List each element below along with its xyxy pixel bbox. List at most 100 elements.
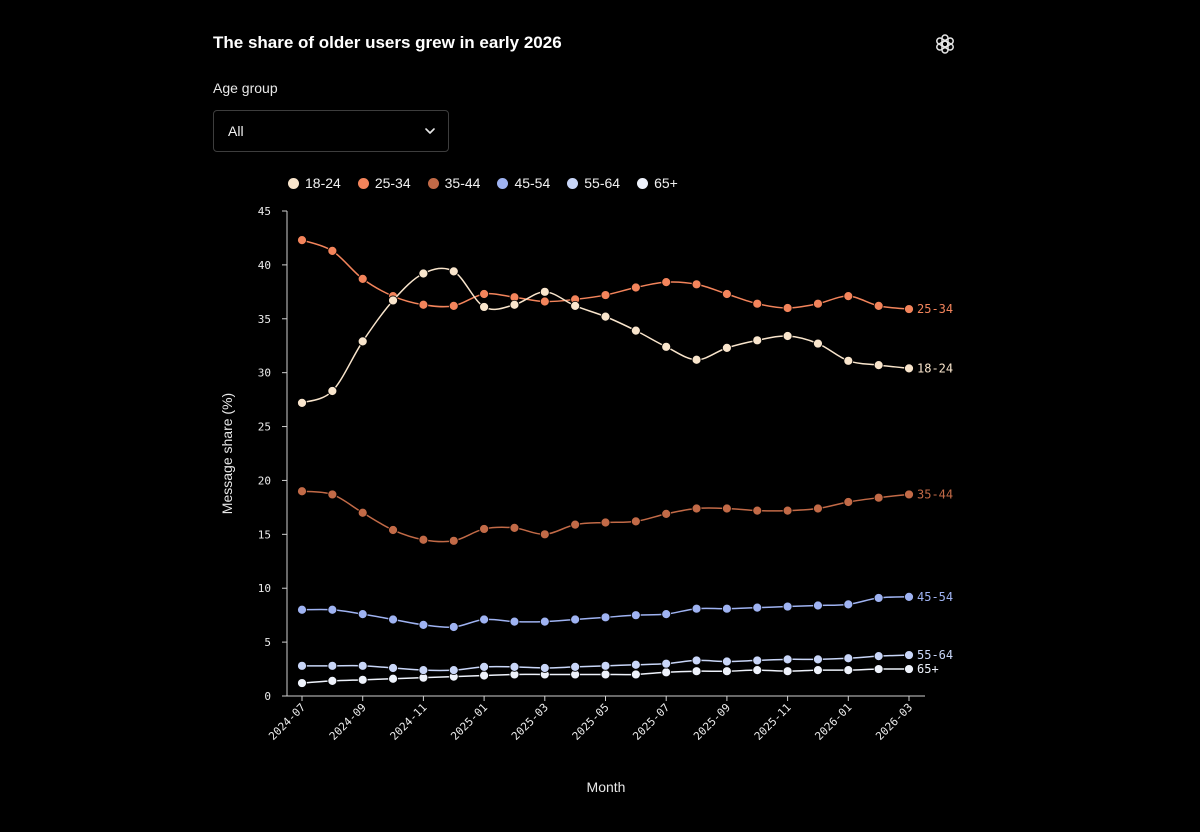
legend-item-18-24[interactable]: 18-24 [288, 175, 341, 191]
data-point-25-34[interactable] [327, 245, 338, 256]
data-point-45-54[interactable] [661, 609, 672, 619]
data-point-55-64[interactable] [388, 663, 398, 673]
data-point-55-64[interactable] [418, 665, 429, 676]
data-point-65plus[interactable] [752, 665, 763, 676]
data-point-65plus[interactable] [813, 665, 823, 676]
data-point-65plus[interactable] [843, 665, 854, 676]
data-point-45-54[interactable] [813, 600, 823, 611]
data-point-25-34[interactable] [661, 277, 672, 288]
data-point-35-44[interactable] [843, 497, 854, 507]
data-point-18-24[interactable] [539, 286, 550, 297]
data-point-25-34[interactable] [691, 279, 702, 290]
data-point-25-34[interactable] [418, 299, 429, 310]
data-point-35-44[interactable] [722, 503, 732, 514]
data-point-25-34[interactable] [843, 291, 854, 302]
data-point-65plus[interactable] [479, 670, 490, 681]
data-point-25-34[interactable] [904, 304, 914, 314]
data-point-18-24[interactable] [388, 295, 398, 306]
data-point-55-64[interactable] [327, 660, 338, 671]
data-point-45-54[interactable] [873, 593, 884, 603]
data-point-55-64[interactable] [843, 653, 854, 664]
data-point-35-44[interactable] [479, 524, 490, 534]
data-point-45-54[interactable] [327, 604, 338, 615]
data-point-65plus[interactable] [722, 666, 732, 677]
data-point-45-54[interactable] [539, 616, 550, 627]
data-point-55-64[interactable] [904, 650, 914, 660]
data-point-18-24[interactable] [813, 338, 823, 349]
data-point-65plus[interactable] [691, 666, 702, 677]
data-point-65plus[interactable] [357, 674, 368, 685]
data-point-18-24[interactable] [782, 331, 793, 341]
data-point-65plus[interactable] [782, 666, 793, 677]
data-point-35-44[interactable] [630, 516, 641, 527]
data-point-45-54[interactable] [388, 614, 398, 625]
data-point-18-24[interactable] [722, 342, 732, 353]
data-point-18-24[interactable] [691, 354, 702, 365]
data-point-65plus[interactable] [630, 669, 641, 680]
data-point-18-24[interactable] [630, 325, 641, 336]
data-point-35-44[interactable] [539, 529, 550, 540]
data-point-45-54[interactable] [448, 622, 459, 632]
data-point-18-24[interactable] [843, 355, 854, 366]
data-point-55-64[interactable] [357, 660, 368, 671]
data-point-65plus[interactable] [327, 676, 338, 686]
data-point-35-44[interactable] [752, 505, 763, 516]
data-point-35-44[interactable] [297, 486, 307, 497]
data-point-18-24[interactable] [448, 266, 459, 277]
data-point-55-64[interactable] [691, 655, 702, 666]
legend-item-45-54[interactable]: 45-54 [497, 175, 550, 191]
data-point-55-64[interactable] [873, 651, 884, 662]
data-point-55-64[interactable] [630, 659, 641, 670]
data-point-55-64[interactable] [539, 663, 550, 673]
data-point-55-64[interactable] [570, 662, 581, 672]
data-point-65plus[interactable] [297, 678, 307, 688]
data-point-65plus[interactable] [904, 664, 914, 674]
data-point-55-64[interactable] [722, 656, 732, 667]
data-point-55-64[interactable] [297, 660, 307, 671]
data-point-18-24[interactable] [297, 397, 307, 408]
data-point-25-34[interactable] [448, 300, 459, 311]
data-point-45-54[interactable] [357, 609, 368, 619]
data-point-45-54[interactable] [843, 599, 854, 610]
data-point-18-24[interactable] [873, 360, 884, 371]
data-point-55-64[interactable] [448, 665, 459, 676]
data-point-18-24[interactable] [661, 341, 672, 352]
data-point-35-44[interactable] [904, 489, 914, 500]
data-point-45-54[interactable] [691, 603, 702, 614]
data-point-35-44[interactable] [509, 522, 520, 533]
data-point-45-54[interactable] [904, 591, 914, 602]
data-point-18-24[interactable] [570, 300, 581, 311]
data-point-65plus[interactable] [873, 664, 884, 674]
data-point-55-64[interactable] [509, 662, 520, 672]
data-point-35-44[interactable] [388, 525, 398, 535]
data-point-45-54[interactable] [752, 602, 763, 613]
data-point-45-54[interactable] [479, 614, 490, 625]
legend-item-25-34[interactable]: 25-34 [357, 175, 411, 191]
data-point-35-44[interactable] [691, 503, 702, 514]
data-point-45-54[interactable] [600, 612, 611, 623]
data-point-35-44[interactable] [813, 503, 823, 514]
data-point-25-34[interactable] [873, 300, 884, 311]
data-point-65plus[interactable] [600, 669, 611, 680]
data-point-25-34[interactable] [630, 282, 641, 293]
data-point-35-44[interactable] [327, 489, 338, 500]
data-point-55-64[interactable] [752, 655, 763, 666]
data-point-18-24[interactable] [357, 336, 368, 347]
data-point-25-34[interactable] [297, 235, 307, 246]
data-point-65plus[interactable] [388, 673, 398, 684]
data-point-35-44[interactable] [357, 507, 368, 518]
data-point-25-34[interactable] [782, 303, 793, 313]
data-point-55-64[interactable] [600, 660, 611, 671]
data-point-25-34[interactable] [722, 289, 732, 299]
data-point-25-34[interactable] [357, 273, 368, 284]
legend-item-35-44[interactable]: 35-44 [427, 175, 480, 191]
data-point-35-44[interactable] [448, 535, 459, 546]
data-point-65plus[interactable] [661, 667, 672, 678]
data-point-35-44[interactable] [873, 492, 884, 503]
data-point-55-64[interactable] [479, 662, 490, 672]
data-point-45-54[interactable] [509, 616, 520, 627]
data-point-45-54[interactable] [418, 619, 429, 630]
data-point-18-24[interactable] [509, 299, 520, 310]
data-point-55-64[interactable] [661, 658, 672, 669]
data-point-35-44[interactable] [782, 505, 793, 516]
